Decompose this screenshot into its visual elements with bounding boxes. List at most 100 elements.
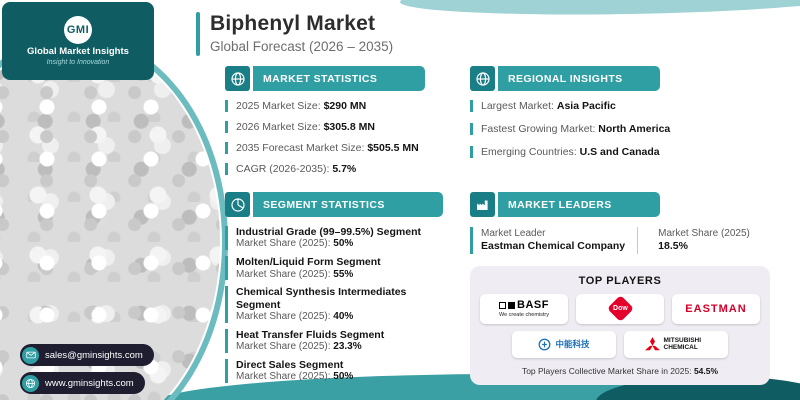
factory-icon (470, 192, 495, 217)
segment-statistics-header: SEGMENT STATISTICS (225, 192, 443, 217)
segment-share-value: 40% (333, 311, 354, 323)
top-decorative-band (399, 0, 800, 19)
regional-insights-header: REGIONAL INSIGHTS (470, 66, 660, 91)
market-leader-label: Market Leader (481, 228, 546, 239)
segment-share-label: Market Share (2025): (236, 371, 331, 383)
segment-name: Chemical Synthesis Intermediates Segment (236, 286, 407, 311)
stat-item-cagr: CAGR (2026-2035): 5.7% (225, 163, 425, 176)
zhongneng-circle-icon (539, 338, 551, 351)
logo-tagline: Insight to Innovation (46, 59, 110, 66)
contact-website-text: www.gminsights.com (45, 377, 134, 389)
regional-item-fastest-growing: Fastest Growing Market: North America (470, 123, 770, 136)
stat-item-2035-forecast: 2035 Forecast Market Size: $505.5 MN (225, 142, 425, 155)
segment-name: Direct Sales Segment (236, 359, 344, 372)
regional-value: North America (598, 123, 671, 136)
regional-label: Largest Market: (481, 100, 554, 112)
dow-logo: Dow (576, 293, 664, 324)
basf-logo-text: BASF (517, 299, 549, 312)
mitsubishi-logo-text: MITSUBISHI CHEMICAL (663, 336, 702, 352)
page-title: Biphenyl Market (210, 12, 376, 35)
stat-item-2026-size: 2026 Market Size: $305.8 MN (225, 121, 425, 134)
segment-share-value: 23.3% (333, 341, 362, 353)
contact-email-text: sales@gminsights.com (45, 349, 143, 361)
logo-company-name: Global Market Insights (27, 46, 129, 57)
mitsubishi-diamonds-icon (644, 337, 660, 351)
segment-name: Heat Transfer Fluids Segment (236, 328, 385, 341)
regional-value: U.S and Canada (579, 146, 660, 159)
segment-share-value: 50% (333, 238, 354, 250)
page-header: Biphenyl Market Global Forecast (2026 – … (196, 12, 393, 56)
segment-name: Molten/Liquid Form Segment (236, 256, 381, 269)
leader-share-block: Market Share (2025) 18.5% (650, 227, 750, 254)
segment-item-heat-transfer: Heat Transfer Fluids Segment Market Shar… (225, 328, 443, 354)
stat-item-2025-size: 2025 Market Size: $290 MN (225, 100, 425, 113)
section-market-statistics: MARKET STATISTICS 2025 Market Size: $290… (225, 66, 425, 184)
section-market-leaders: MARKET LEADERS Market Leader Eastman Che… (470, 192, 780, 385)
title-accent-bar (196, 12, 200, 56)
logo-brand: GMI (66, 24, 90, 36)
segment-share-value: 50% (333, 371, 354, 383)
segment-item-chemical-synthesis: Chemical Synthesis Intermediates Segment… (225, 286, 443, 323)
stat-label: 2035 Forecast Market Size: (236, 142, 365, 155)
pie-chart-icon (225, 192, 250, 217)
segment-share-label: Market Share (2025): (236, 341, 331, 353)
email-contact-pill[interactable]: sales@gminsights.com (20, 344, 154, 366)
section-title: MARKET LEADERS (498, 192, 660, 217)
market-leader-value: Eastman Chemical Company (481, 240, 626, 252)
basf-tagline: We create chemistry (498, 312, 550, 319)
market-leaders-header: MARKET LEADERS (470, 192, 660, 217)
segment-item-direct-sales: Direct Sales Segment Market Share (2025)… (225, 359, 443, 384)
market-statistics-header: MARKET STATISTICS (225, 66, 425, 91)
segment-item-molten-liquid: Molten/Liquid Form Segment Market Share … (225, 256, 443, 281)
dow-diamond-icon: Dow (606, 295, 634, 323)
regional-value: Asia Pacific (556, 100, 616, 112)
top-players-footer-label: Top Players Collective Market Share in 2… (521, 365, 692, 376)
website-contact-pill[interactable]: www.gminsights.com (20, 372, 145, 394)
stat-value: 5.7% (332, 163, 357, 176)
section-title: SEGMENT STATISTICS (253, 192, 443, 217)
section-title: REGIONAL INSIGHTS (498, 66, 660, 91)
section-regional-insights: REGIONAL INSIGHTS Largest Market: Asia P… (470, 66, 770, 169)
top-players-footer-value: 54.5% (693, 365, 719, 376)
eastman-logo-text: EASTMAN (685, 302, 747, 315)
basf-logo-mark (508, 301, 516, 309)
vertical-divider (637, 227, 639, 254)
leader-share-value: 18.5% (658, 240, 688, 252)
basf-logo: BASF We create chemistry (480, 293, 568, 324)
globe-icon (225, 66, 250, 91)
market-leader-block: Market Leader Eastman Chemical Company (470, 227, 625, 254)
stat-value: $505.5 MN (367, 142, 419, 155)
regional-label: Fastest Growing Market: (481, 123, 596, 136)
top-players-panel: TOP PLAYERS BASF We create chemistry Dow (470, 265, 770, 385)
mitsubishi-chemical-logo: MITSUBISHI CHEMICAL (624, 330, 728, 358)
eastman-logo: EASTMAN (672, 293, 760, 324)
regional-label: Emerging Countries: (481, 146, 577, 159)
regional-item-largest-market: Largest Market: Asia Pacific (470, 100, 770, 113)
top-players-footer: Top Players Collective Market Share in 2… (478, 366, 762, 376)
leader-share-label: Market Share (2025) (658, 228, 750, 239)
segment-share-label: Market Share (2025): (236, 238, 331, 250)
globe-icon (22, 374, 39, 392)
globe-icon (470, 66, 495, 91)
market-leader-row: Market Leader Eastman Chemical Company M… (470, 227, 780, 254)
gmi-logo: GMI Global Market Insights Insight to In… (2, 2, 154, 80)
zhongneng-logo: 中能科技 (512, 330, 616, 358)
regional-item-emerging-countries: Emerging Countries: U.S and Canada (470, 146, 770, 159)
stat-label: 2026 Market Size: (236, 121, 321, 134)
page-subtitle: Global Forecast (2026 – 2035) (210, 39, 394, 54)
section-title: MARKET STATISTICS (253, 66, 425, 91)
segment-item-industrial-grade: Industrial Grade (99–99.5%) Segment Mark… (225, 226, 443, 251)
stat-value: $305.8 MN (323, 121, 375, 134)
stat-label: CAGR (2026-2035): (236, 163, 330, 176)
segment-share-value: 55% (333, 268, 354, 280)
envelope-icon (22, 346, 39, 364)
zhongneng-logo-text: 中能科技 (555, 339, 590, 350)
stat-value: $290 MN (323, 100, 367, 112)
section-segment-statistics: SEGMENT STATISTICS Industrial Grade (99–… (225, 192, 443, 389)
gmi-logo-icon: GMI (64, 16, 92, 44)
basf-logo-mark (499, 301, 507, 309)
top-players-title: TOP PLAYERS (578, 274, 662, 287)
dow-logo-text: Dow (612, 305, 628, 313)
segment-share-label: Market Share (2025): (236, 311, 331, 323)
